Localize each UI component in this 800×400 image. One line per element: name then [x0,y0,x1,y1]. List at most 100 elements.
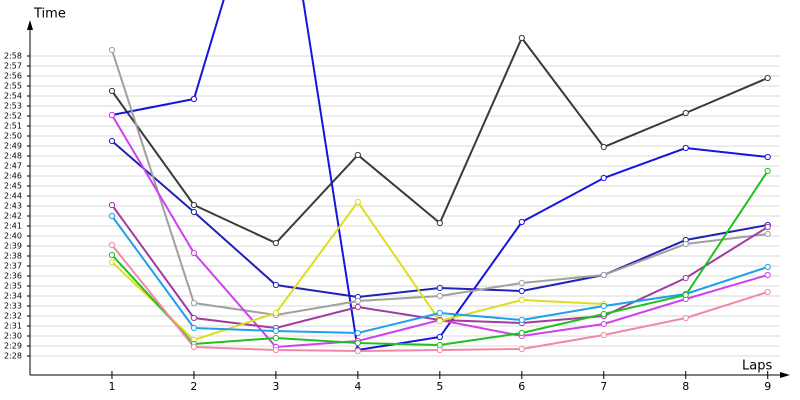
point [108,251,116,259]
x-tick-label: 3 [272,380,279,393]
y-axis-arrow [27,20,33,30]
y-tick-label: 2:45 [4,182,22,191]
point [600,331,607,339]
y-tick-label: 2:52 [4,112,22,121]
y-tick-label: 2:48 [4,152,22,161]
point [354,329,361,337]
point [354,297,361,305]
point [272,334,280,342]
x-tick-label: 8 [682,380,689,393]
point [518,218,525,226]
y-tick-label: 2:31 [4,322,22,331]
point [764,288,771,296]
y-tick-label: 2:49 [4,142,22,151]
point [108,201,116,209]
x-tick-label: 9 [764,380,771,393]
point [108,241,116,249]
series-line [111,36,769,245]
point [764,167,771,175]
y-tick-label: 2:34 [4,292,22,301]
point [436,346,443,354]
point [600,143,607,151]
point [272,346,280,354]
point [764,263,771,271]
point [108,137,116,145]
y-tick-label: 2:37 [4,262,22,271]
y-tick-label: 2:28 [4,352,22,361]
y-axis-label: Time [33,7,66,22]
point [190,201,198,209]
point [518,345,525,353]
point [600,271,607,279]
point [436,333,443,341]
point [764,223,771,231]
y-tick-label: 2:57 [4,62,22,71]
point [108,87,116,95]
point [518,329,525,337]
point [272,327,280,335]
y-tick-label: 2:30 [4,332,22,341]
point [682,240,689,248]
point [518,287,525,295]
point [600,310,607,318]
x-tick-label: 7 [600,380,607,393]
point [764,230,771,238]
x-tick-label: 4 [354,380,361,393]
y-tick-label: 2:42 [4,212,22,221]
y-tick-label: 2:29 [4,342,22,351]
x-axis-label: Laps [742,359,772,374]
point [190,95,198,103]
point [190,299,198,307]
point [108,212,116,220]
y-tick-label: 2:46 [4,172,22,181]
y-tick-label: 2:38 [4,252,22,261]
point [272,239,280,247]
point [190,324,198,332]
point [190,249,198,257]
point [518,34,525,42]
point [764,74,771,82]
point [354,303,361,311]
y-tick-label: 2:43 [4,202,22,211]
x-axis-arrow [780,372,790,378]
point [600,174,607,182]
point [682,109,689,117]
point [436,317,443,325]
point [190,343,198,351]
point [272,281,280,289]
point [764,271,771,279]
point [436,219,443,227]
point [354,198,361,206]
y-tick-label: 2:44 [4,192,22,201]
y-tick-label: 2:56 [4,72,22,81]
x-tick-label: 1 [108,380,115,393]
series-line [111,140,768,299]
y-tick-label: 2:58 [4,52,22,61]
y-tick-label: 2:39 [4,242,22,251]
point [354,339,361,347]
point [272,309,280,317]
point [354,151,361,159]
point [600,320,607,328]
y-tick-label: 2:33 [4,302,22,311]
point [682,144,689,152]
plot-area [108,0,771,355]
point [682,274,689,282]
y-tick-label: 2:54 [4,92,22,101]
y-tick-label: 2:35 [4,282,22,291]
y-tick-label: 2:36 [4,272,22,281]
point [436,309,443,317]
grid [30,55,780,357]
y-tick-label: 2:51 [4,122,22,131]
point [436,292,443,300]
x-tick-label: 2 [190,380,197,393]
y-tick-label: 2:32 [4,312,22,321]
point [764,153,771,161]
x-tick-label: 6 [518,380,525,393]
y-tick-label: 2:50 [4,132,22,141]
point [600,302,607,310]
y-tick-label: 2:41 [4,222,22,231]
y-tick-label: 2:40 [4,232,22,241]
